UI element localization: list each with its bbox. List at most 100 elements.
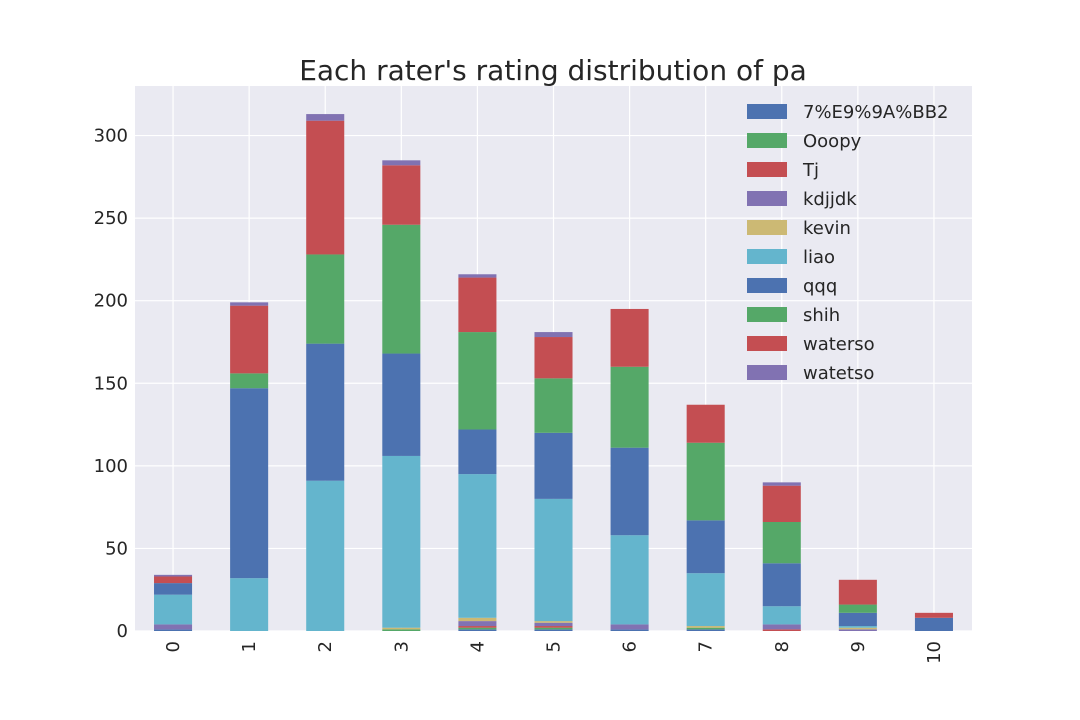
bar-segment — [230, 388, 269, 579]
bar-segment — [838, 629, 877, 631]
bar-segment — [686, 626, 725, 628]
bar-segment — [610, 629, 649, 631]
bar-segment — [534, 498, 573, 622]
legend-label: qqq — [803, 276, 837, 297]
bar-segment — [154, 574, 193, 577]
y-axis-ticks: 0 50 100 150 200 250 300 — [94, 126, 128, 642]
legend-swatch — [747, 162, 787, 177]
legend-swatch — [747, 133, 787, 148]
legend-swatch — [747, 307, 787, 322]
bar-segment — [382, 160, 421, 166]
bar-segment — [686, 573, 725, 627]
bar-segment — [534, 629, 573, 631]
legend-label: waterso — [803, 334, 875, 355]
legend-label: 7%E9%9A%BB2 — [803, 102, 949, 123]
legend-swatch — [747, 365, 787, 380]
legend-swatch — [747, 249, 787, 264]
bar-segment — [838, 626, 877, 628]
bar-segment — [306, 120, 345, 255]
chart-title: Each rater's rating distribution of pa — [299, 54, 807, 87]
legend-swatch — [747, 336, 787, 351]
bar-segment — [914, 617, 953, 631]
legend-label: shih — [803, 305, 840, 326]
bar-segment — [838, 579, 877, 605]
bar-segment — [154, 594, 193, 625]
bar-segment — [686, 442, 725, 521]
bar-segment — [534, 432, 573, 499]
y-tick-label: 0 — [117, 621, 128, 642]
bar-segment — [154, 583, 193, 595]
bar-segment — [762, 522, 801, 564]
bar-segment — [230, 302, 269, 306]
bar-segment — [762, 624, 801, 630]
bar-segment — [762, 629, 801, 631]
bar-segment — [154, 629, 193, 631]
bar-segment — [382, 224, 421, 354]
bar-segment — [838, 604, 877, 613]
x-tick-label: 1 — [239, 641, 260, 652]
bar-segment — [686, 627, 725, 630]
legend-swatch — [747, 104, 787, 119]
y-tick-label: 50 — [105, 538, 128, 559]
bar-segment — [534, 337, 573, 379]
x-tick-label: 3 — [391, 641, 412, 652]
bar-segment — [534, 621, 573, 623]
bar-segment — [458, 629, 497, 631]
x-tick-label: 8 — [772, 641, 793, 652]
legend-label: Tj — [802, 160, 819, 181]
bar-segment — [458, 474, 497, 618]
y-tick-label: 200 — [94, 291, 128, 312]
legend: 7%E9%9A%BB2 Ooopy Tj kdjjdk kevin liao qqq shih… — [747, 102, 949, 384]
bar-segment — [610, 624, 649, 630]
bar-segment — [762, 563, 801, 607]
x-tick-label: 5 — [544, 641, 565, 652]
x-tick-label: 2 — [315, 641, 336, 652]
bar-segment — [458, 627, 497, 630]
bar-segment — [914, 612, 953, 618]
bar-segment — [610, 535, 649, 625]
bar-segment — [534, 627, 573, 630]
bar-segment — [610, 308, 649, 367]
y-tick-label: 300 — [94, 126, 128, 147]
bar-segment — [458, 429, 497, 475]
bar-segment — [458, 274, 497, 278]
bar-segment — [306, 480, 345, 631]
bar-segment — [686, 520, 725, 574]
bar-segment — [534, 332, 573, 338]
bar-segment — [458, 621, 497, 627]
bar-segment — [838, 612, 877, 627]
bar-segment — [534, 378, 573, 433]
x-tick-label: 0 — [163, 641, 184, 652]
legend-label: Ooopy — [803, 131, 862, 152]
bar-segment — [458, 277, 497, 333]
x-tick-label: 6 — [620, 641, 641, 652]
bar-segment — [762, 482, 801, 486]
legend-swatch — [747, 191, 787, 206]
bar-segment — [610, 366, 649, 448]
bar-segment — [458, 626, 497, 628]
bar-segment — [230, 305, 269, 374]
x-axis-ticks: 0 1 2 3 4 5 6 7 8 9 10 — [163, 641, 945, 664]
bar-segment — [306, 343, 345, 481]
bar-segment — [306, 254, 345, 344]
bar-segment — [382, 165, 421, 225]
legend-swatch — [747, 220, 787, 235]
x-tick-label: 4 — [467, 641, 488, 652]
bar-segment — [534, 626, 573, 628]
legend-label: liao — [803, 247, 835, 268]
legend-label: kdjjdk — [803, 189, 857, 210]
bar-segment — [382, 455, 421, 628]
y-tick-label: 250 — [94, 208, 128, 229]
bar-segment — [154, 624, 193, 630]
legend-label: kevin — [803, 218, 851, 239]
bar-segment — [382, 627, 421, 630]
x-tick-label: 7 — [696, 641, 717, 652]
bar-segment — [382, 353, 421, 456]
bar-segment — [610, 447, 649, 536]
bar-segment — [686, 629, 725, 631]
bars — [154, 114, 953, 631]
bar-segment — [230, 578, 269, 631]
bar-segment — [762, 606, 801, 625]
bar-segment — [154, 576, 193, 584]
